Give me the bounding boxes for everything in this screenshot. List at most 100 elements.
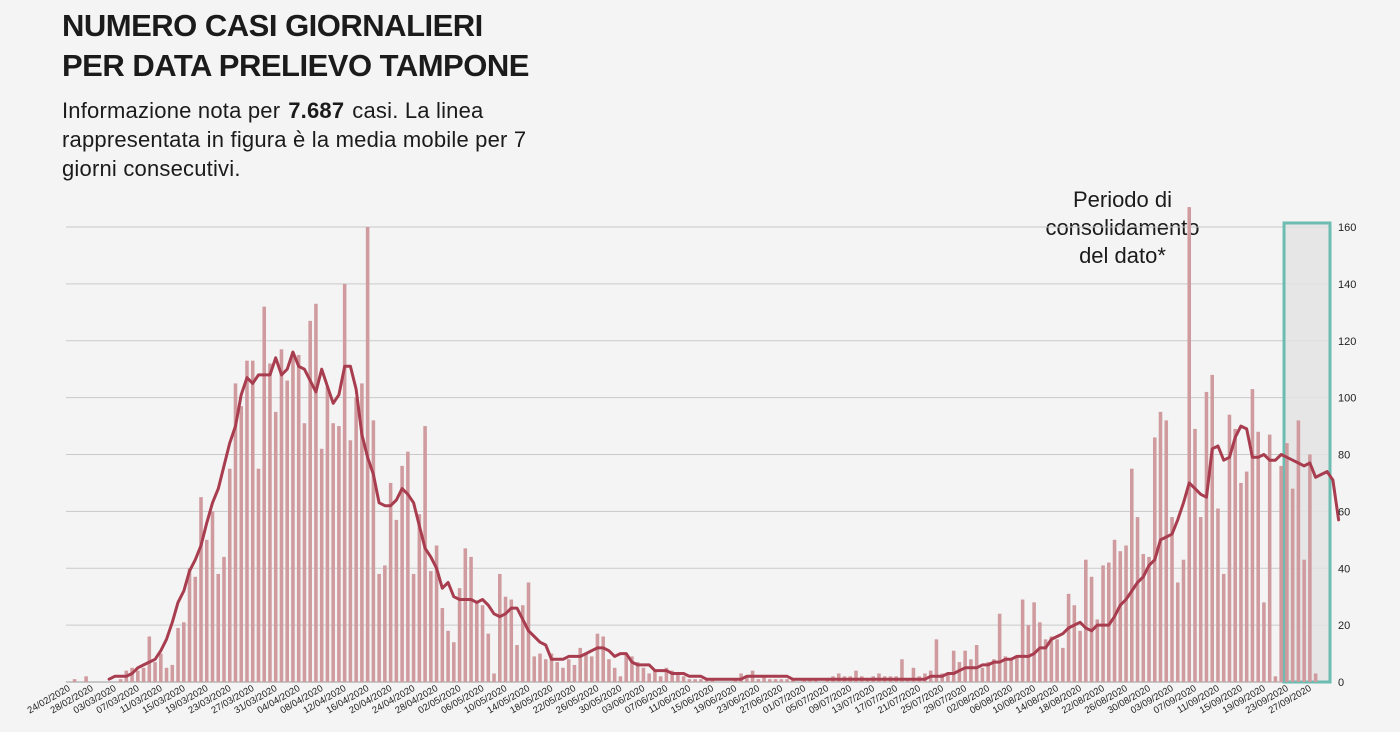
bar (440, 608, 445, 682)
bar (578, 647, 582, 682)
bar (566, 659, 571, 682)
bar (1302, 559, 1306, 682)
y-tick-label: 100 (1338, 393, 1356, 405)
bar (417, 514, 422, 682)
bar (1084, 559, 1088, 682)
bar (434, 545, 439, 682)
annotation-line-3: del dato* (1079, 243, 1166, 268)
y-tick-label: 120 (1338, 336, 1356, 348)
bar (475, 602, 479, 682)
bar (1095, 619, 1100, 682)
bar (1296, 420, 1301, 682)
bar (423, 426, 427, 682)
bar (762, 676, 766, 682)
bar (377, 573, 381, 682)
bar (601, 636, 605, 682)
bar (538, 653, 542, 682)
bar (153, 662, 157, 682)
bar (1072, 605, 1077, 682)
bar (992, 659, 996, 682)
bar (446, 630, 450, 682)
bar (1233, 428, 1237, 682)
bar (187, 568, 192, 682)
x-axis: 24/02/202028/02/202003/03/202007/03/2020… (26, 683, 1314, 716)
bar (699, 679, 703, 682)
bar (371, 420, 376, 682)
bar (612, 667, 617, 682)
bar (394, 519, 399, 682)
bar (383, 565, 387, 682)
bar (1003, 656, 1008, 682)
bar (1020, 599, 1025, 682)
bar (1061, 647, 1065, 682)
y-tick-label: 60 (1338, 506, 1350, 518)
bar (745, 676, 749, 682)
bar (1032, 602, 1036, 682)
bar (118, 679, 123, 682)
bar (1227, 414, 1232, 682)
bar (199, 497, 203, 682)
bar (1009, 659, 1013, 682)
bar (1038, 622, 1042, 682)
bar (406, 451, 410, 682)
bar (480, 605, 485, 682)
bar (693, 679, 697, 682)
bar (498, 573, 502, 682)
bar (1135, 517, 1140, 682)
bar (946, 673, 950, 682)
bar (342, 283, 347, 682)
bar (1308, 454, 1312, 682)
bar (411, 573, 416, 682)
bar (1181, 559, 1186, 682)
bar (1267, 434, 1272, 682)
bar (147, 636, 152, 682)
bar (561, 667, 565, 682)
bar (302, 423, 307, 682)
bar (1141, 554, 1146, 682)
bar (1066, 593, 1071, 682)
bar (227, 468, 232, 682)
daily-case-bars (72, 207, 1318, 682)
bar (72, 679, 77, 682)
bar (1175, 582, 1180, 682)
bar (532, 656, 537, 682)
bar (1026, 625, 1031, 682)
bar (969, 659, 973, 682)
bar (1256, 431, 1260, 682)
bar (1210, 374, 1214, 682)
bar (1262, 602, 1266, 682)
moving-average (107, 350, 1341, 681)
bar (1221, 573, 1226, 682)
chart-subtitle: Informazione nota per 7.687 casi. La linea… (62, 96, 582, 183)
bar (664, 667, 669, 682)
bar (687, 679, 692, 682)
bar (1130, 468, 1134, 682)
bar (980, 667, 985, 682)
bar (1250, 389, 1255, 682)
bar (492, 673, 496, 682)
y-tick-label: 140 (1338, 279, 1356, 291)
bar (164, 667, 169, 682)
bar (1239, 482, 1243, 682)
y-tick-label: 160 (1338, 222, 1356, 234)
bar (170, 664, 175, 682)
bar (296, 354, 301, 682)
bar (572, 664, 577, 682)
bar (216, 573, 221, 682)
bar (768, 679, 772, 682)
chart-title-line-2: PER DATA PRELIEVO TAMPONE (62, 48, 529, 83)
bar (337, 426, 341, 682)
bar (974, 645, 979, 682)
bar (854, 670, 858, 682)
bar (624, 653, 628, 682)
bar (1273, 676, 1278, 682)
bar (997, 613, 1002, 682)
bar (681, 676, 686, 682)
bar (452, 642, 456, 682)
bar (647, 673, 651, 682)
bar (520, 605, 525, 682)
bar (607, 659, 611, 682)
bar (314, 303, 318, 682)
bar (233, 383, 238, 682)
